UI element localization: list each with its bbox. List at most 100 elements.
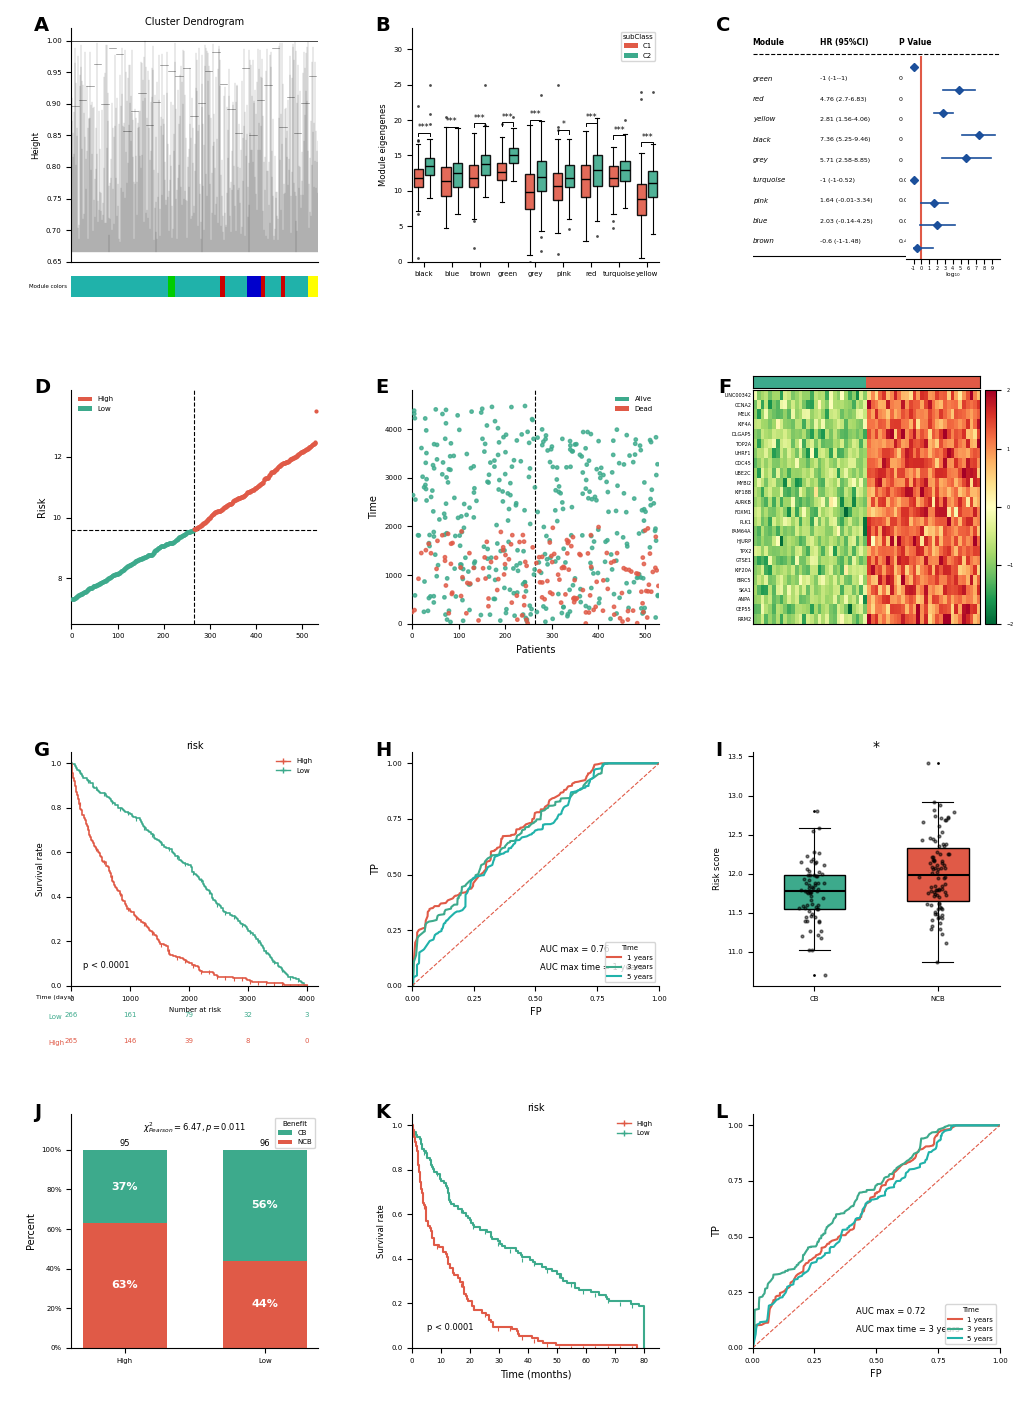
Point <box>936 809 953 831</box>
Point <box>81 578 97 601</box>
Point <box>421 524 437 546</box>
Point <box>442 532 459 555</box>
Point <box>591 462 607 484</box>
Point <box>798 910 814 932</box>
Point <box>919 882 935 904</box>
Point <box>199 508 215 531</box>
Point <box>519 609 535 632</box>
Point <box>169 528 185 550</box>
Point <box>407 407 423 430</box>
Point <box>567 567 583 590</box>
Y-axis label: TP: TP <box>711 1226 721 1237</box>
Point <box>581 480 597 503</box>
Point <box>209 500 225 522</box>
Point <box>800 900 816 922</box>
Text: AUC max time = 3 years: AUC max time = 3 years <box>856 1325 959 1334</box>
Point <box>84 577 100 600</box>
Point <box>119 555 136 577</box>
Point <box>580 449 596 472</box>
Point <box>276 452 292 475</box>
Point <box>66 587 83 609</box>
Point <box>936 880 953 903</box>
Point <box>497 424 514 446</box>
Point <box>279 451 296 473</box>
Point <box>452 553 469 576</box>
Point <box>470 609 486 632</box>
Point <box>515 573 531 595</box>
Text: 0.484: 0.484 <box>898 239 915 244</box>
Point <box>461 573 477 595</box>
Y-axis label: Risk score: Risk score <box>712 848 721 890</box>
Point <box>418 539 434 562</box>
Point <box>810 861 826 883</box>
Point <box>438 522 454 545</box>
Point <box>78 580 95 602</box>
Point <box>452 556 469 578</box>
Point <box>121 555 138 577</box>
Point <box>492 539 508 562</box>
Y-axis label: Time: Time <box>369 496 378 519</box>
Point <box>83 577 99 600</box>
Point <box>591 587 607 609</box>
Point <box>461 497 477 519</box>
Point <box>519 612 535 635</box>
Point <box>633 498 649 521</box>
Point <box>258 468 274 490</box>
Point <box>537 597 553 619</box>
Point <box>146 541 162 563</box>
Point <box>197 511 213 534</box>
Point <box>139 545 155 567</box>
Text: p < 0.0001: p < 0.0001 <box>426 1323 473 1332</box>
Point <box>810 911 826 934</box>
Point <box>423 542 439 564</box>
Point <box>561 601 578 623</box>
Point <box>225 490 242 512</box>
Point <box>491 469 507 491</box>
Point <box>117 556 133 578</box>
Point <box>297 439 313 462</box>
Point <box>610 587 627 609</box>
Point <box>252 473 268 496</box>
Point <box>235 484 252 507</box>
Point <box>539 553 555 576</box>
Point <box>304 434 320 456</box>
Point <box>506 605 523 628</box>
Point <box>486 449 502 472</box>
Point <box>936 932 953 955</box>
Point <box>407 489 423 511</box>
Point <box>552 591 569 614</box>
Legend: C1, C2: C1, C2 <box>620 31 655 60</box>
Point <box>646 519 662 542</box>
Point <box>543 550 559 573</box>
Point <box>196 511 212 534</box>
Point <box>417 407 433 430</box>
Point <box>795 894 811 917</box>
Point <box>122 553 139 576</box>
Point <box>100 567 116 590</box>
Point <box>189 517 205 539</box>
Point <box>214 498 230 521</box>
Point <box>455 517 472 539</box>
Point <box>173 525 190 548</box>
Point <box>92 571 108 594</box>
Point <box>550 569 567 591</box>
Point <box>933 833 950 855</box>
Point <box>630 522 646 545</box>
Point <box>211 500 227 522</box>
Point <box>197 511 213 534</box>
Point <box>180 521 197 543</box>
Point <box>82 577 98 600</box>
Text: HR (95%CI): HR (95%CI) <box>819 38 868 46</box>
Point <box>289 444 306 466</box>
Point <box>463 456 479 479</box>
Point <box>82 577 98 600</box>
Point <box>96 570 112 592</box>
Text: green: green <box>752 76 772 81</box>
Point <box>234 486 251 508</box>
Point <box>224 490 240 512</box>
Point <box>194 514 210 536</box>
Text: grey: grey <box>752 157 767 163</box>
Point <box>560 578 577 601</box>
Point <box>488 514 504 536</box>
Point <box>500 498 517 521</box>
